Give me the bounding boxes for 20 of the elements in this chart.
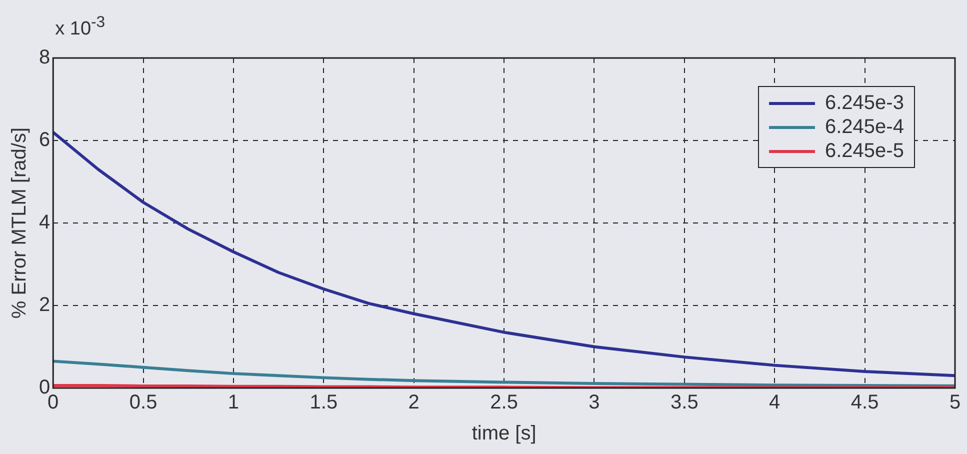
legend-label: 6.245e-5 <box>825 139 904 163</box>
x-axis-title: time [s] <box>472 422 536 445</box>
x-tick-label: 2.5 <box>490 392 518 414</box>
legend-label: 6.245e-3 <box>825 91 904 115</box>
text: x 10$^{-3}$ <box>55 14 106 40</box>
x-tick-label: 5 <box>949 392 961 414</box>
x-tick-label: 2 <box>408 392 420 414</box>
x-tick-label: 3 <box>588 392 600 414</box>
y-tick-label: 6 <box>39 129 50 152</box>
x-tick-label: 4.5 <box>850 392 879 414</box>
y-tick-label: 8 <box>39 46 50 69</box>
x-tick-label: 0.5 <box>129 392 158 414</box>
x-tick-label: 1.5 <box>310 392 338 414</box>
legend-label: 6.245e-4 <box>825 115 904 139</box>
y-tick-label: 2 <box>39 294 50 316</box>
x-tick-label: 4 <box>769 392 780 414</box>
y-tick-label: 4 <box>39 212 50 234</box>
x-tick-label: 3.5 <box>670 392 698 414</box>
y-axis-title: % Error MTLM [rad/s] <box>8 127 31 319</box>
x-tick-label: 1 <box>228 392 240 414</box>
